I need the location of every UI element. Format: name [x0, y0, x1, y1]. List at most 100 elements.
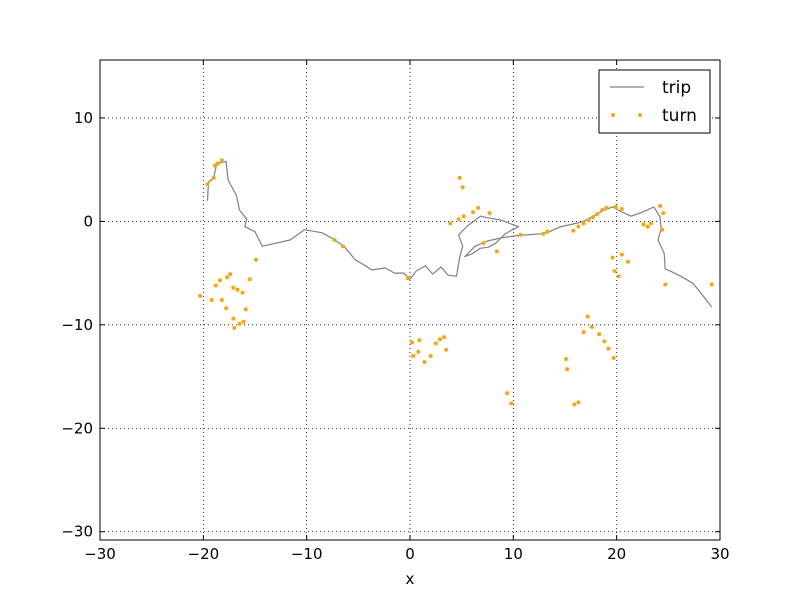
- turn-point: [457, 175, 462, 180]
- legend: trip turn: [598, 69, 711, 134]
- turn-point: [487, 211, 492, 216]
- x-tick-label: 0: [405, 545, 415, 563]
- turn-point: [422, 360, 427, 365]
- turn-point: [590, 215, 595, 220]
- turn-point: [709, 282, 714, 287]
- turn-point: [205, 182, 210, 187]
- trip-line: [206, 160, 713, 308]
- turn-point: [211, 175, 216, 180]
- turn-point: [505, 391, 510, 396]
- turn-point: [219, 298, 224, 302]
- y-tick-label: −30: [61, 523, 93, 541]
- turn-point: [438, 337, 442, 342]
- turn-point: [518, 232, 523, 237]
- turn-point: [231, 285, 236, 290]
- turn-point: [572, 402, 577, 407]
- turn-point: [641, 222, 646, 227]
- turn-point: [494, 249, 499, 254]
- x-tick-label: 20: [607, 545, 626, 563]
- legend-turn-label: turn: [662, 106, 697, 126]
- turn-point: [602, 339, 607, 344]
- legend-trip-label: trip: [662, 78, 691, 98]
- turn-point: [243, 307, 248, 312]
- turn-point: [626, 259, 630, 264]
- turn-point: [604, 205, 609, 210]
- turn-point: [619, 252, 624, 257]
- turn-point: [212, 163, 217, 168]
- turn-point: [442, 335, 447, 340]
- turn-point: [619, 207, 624, 211]
- turn-point: [461, 214, 466, 219]
- turn-point: [209, 298, 214, 302]
- legend-turn-marker: [611, 113, 615, 117]
- turn-point: [433, 341, 438, 346]
- turn-point: [456, 217, 461, 222]
- turn-point: [476, 205, 481, 210]
- turn-point: [254, 257, 258, 262]
- turn-point: [597, 332, 602, 337]
- turn-point: [595, 212, 599, 217]
- x-tick-label: −30: [84, 545, 116, 563]
- turn-point: [576, 224, 581, 229]
- turn-point: [405, 276, 410, 281]
- turn-point: [417, 338, 422, 343]
- turn-point: [332, 238, 337, 242]
- turn-point: [564, 357, 568, 361]
- y-tick-label: 10: [74, 109, 93, 127]
- turn-point: [611, 355, 616, 360]
- y-tick-label: −20: [61, 419, 93, 437]
- turn-point: [232, 325, 237, 330]
- turn-point: [613, 204, 618, 209]
- turn-point: [247, 277, 252, 282]
- turn-point: [600, 208, 605, 212]
- turn-point: [610, 255, 615, 260]
- turn-series: [198, 158, 714, 407]
- turn-point: [663, 282, 668, 287]
- turn-point: [481, 241, 486, 246]
- turn-point: [581, 330, 586, 335]
- turn-point: [660, 227, 665, 232]
- turn-point: [509, 401, 514, 406]
- turn-point: [545, 229, 550, 234]
- y-tick-label: −10: [61, 316, 93, 334]
- turn-point: [586, 218, 591, 223]
- turn-point: [648, 221, 653, 226]
- turn-point: [581, 221, 586, 226]
- legend-box: [598, 69, 711, 134]
- turn-point: [658, 203, 663, 208]
- turn-point: [225, 275, 230, 280]
- x-tick-label: −10: [291, 545, 323, 563]
- turn-point: [460, 185, 465, 190]
- axis-ticks: −30 −20 −10 0 10 20 30 −30 −20 −10 0 10: [61, 60, 730, 563]
- turn-point: [541, 231, 546, 236]
- x-tick-label: 30: [710, 545, 729, 563]
- turn-point: [606, 346, 611, 351]
- turn-point: [224, 306, 229, 311]
- turn-point: [213, 283, 218, 288]
- x-axis-label: x: [406, 570, 415, 588]
- turn-point: [565, 367, 570, 372]
- turn-point: [228, 272, 233, 277]
- x-tick-label: −20: [188, 545, 220, 563]
- turn-point: [444, 347, 449, 352]
- turn-point: [217, 278, 222, 283]
- turn-point: [576, 400, 581, 405]
- turn-point: [411, 353, 416, 358]
- turn-point: [661, 211, 666, 216]
- turn-point: [198, 293, 203, 298]
- turn-point: [589, 324, 594, 329]
- turn-point: [645, 224, 650, 229]
- turn-point: [215, 161, 220, 166]
- x-tick-label: 10: [504, 545, 523, 563]
- turn-point: [410, 340, 415, 345]
- turn-point: [416, 349, 421, 354]
- turn-point: [240, 290, 245, 295]
- legend-turn-marker: [638, 113, 642, 117]
- turn-point: [428, 353, 433, 358]
- turn-point: [219, 158, 224, 163]
- turn-point: [340, 244, 345, 249]
- turn-point: [612, 269, 617, 273]
- trip-series: [206, 160, 713, 308]
- turn-point: [235, 287, 240, 292]
